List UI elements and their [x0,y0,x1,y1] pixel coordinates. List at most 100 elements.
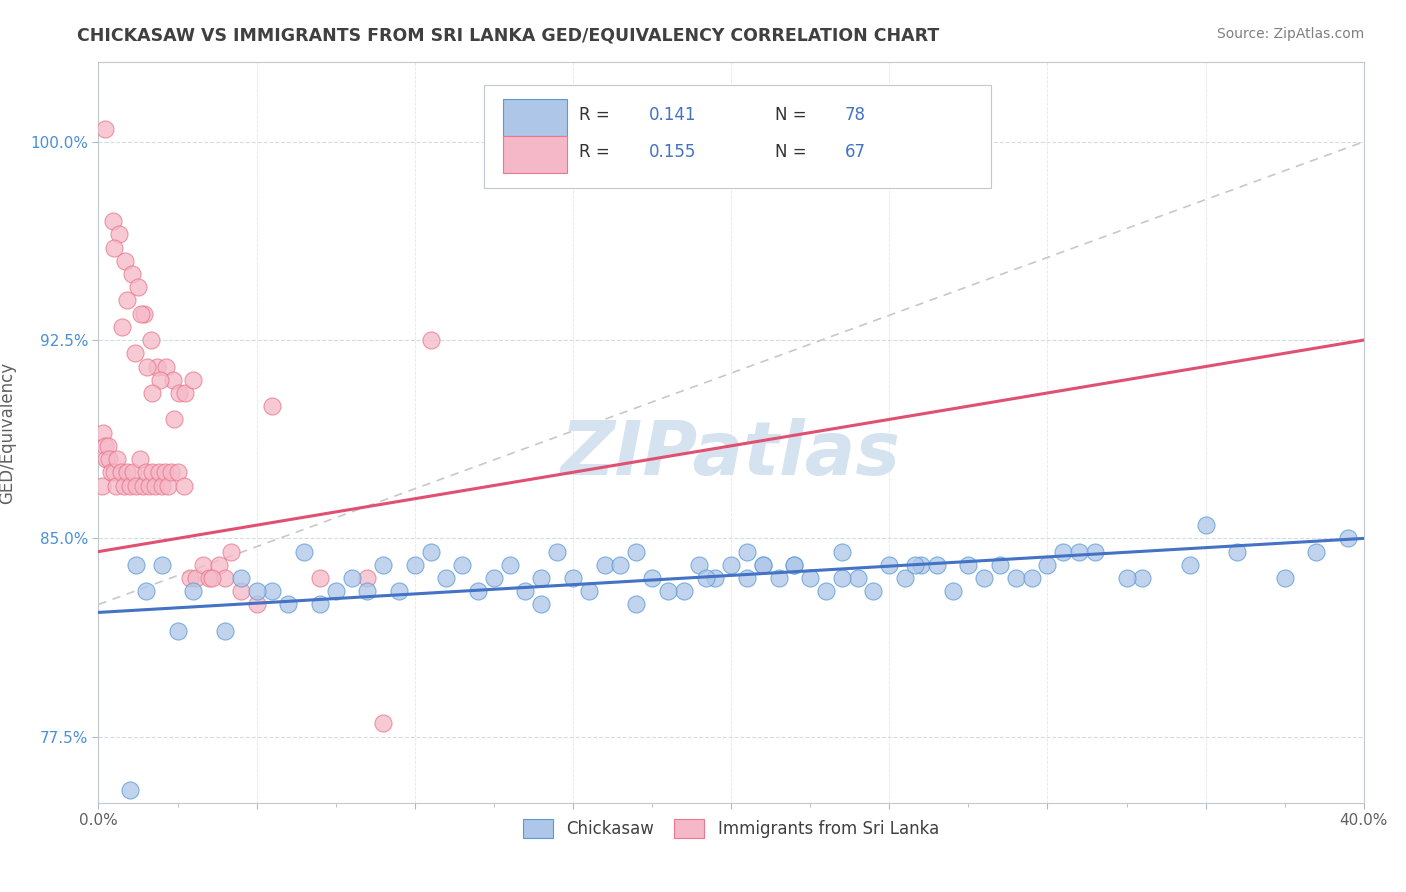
Point [704,571,727,585]
Text: Source: ZipAtlas.com: Source: ZipAtlas.com [1216,27,1364,41]
Text: CHICKASAW VS IMMIGRANTS FROM SRI LANKA GED/EQUIVALENCY CORRELATION CHART: CHICKASAW VS IMMIGRANTS FROM SRI LANKA G… [77,27,939,45]
Point [173,478,195,492]
Point [325,584,347,599]
Point [115,465,138,479]
Point [768,571,790,585]
Point [229,571,252,585]
Point [720,558,742,572]
Point [135,584,157,599]
Text: R =: R = [579,144,616,161]
Point [1130,571,1153,585]
Point [404,558,426,572]
Point [135,465,157,479]
Point [122,465,145,479]
Point [174,386,197,401]
Text: N =: N = [776,144,813,161]
Point [148,465,170,479]
Text: 78: 78 [845,106,866,124]
Point [1178,558,1201,572]
Point [546,544,568,558]
FancyBboxPatch shape [484,85,990,188]
Point [751,558,773,572]
Point [1305,544,1327,558]
Point [107,452,129,467]
Point [229,584,252,599]
Point [162,373,184,387]
Point [467,584,489,599]
Point [214,571,236,585]
Point [371,716,394,731]
Point [179,571,201,585]
Point [925,558,948,572]
Point [1021,571,1043,585]
Point [1337,532,1360,546]
Point [1274,571,1296,585]
Point [1195,518,1218,533]
Point [530,598,553,612]
Point [145,478,166,492]
Point [877,558,901,572]
Point [104,478,127,492]
Point [371,558,394,572]
Point [120,478,141,492]
Point [214,624,236,638]
Point [262,399,284,413]
Point [910,558,932,572]
Point [98,452,121,467]
Text: N =: N = [776,106,813,124]
Point [124,346,146,360]
Point [125,478,148,492]
Point [751,558,773,572]
Point [129,307,152,321]
Point [624,598,647,612]
Point [125,558,148,572]
Point [121,267,143,281]
Point [91,425,114,440]
Point [942,584,965,599]
Point [103,465,125,479]
Point [96,452,118,467]
Point [419,544,441,558]
Point [419,333,441,347]
Point [799,571,821,585]
Point [735,544,758,558]
Point [340,571,363,585]
Point [167,386,190,401]
Point [609,558,631,572]
Point [356,584,378,599]
Point [246,598,269,612]
Point [97,439,120,453]
Text: ZIPatlas: ZIPatlas [561,418,901,491]
Point [688,558,710,572]
Point [108,227,131,242]
Point [695,571,717,585]
Point [1036,558,1059,572]
Point [309,571,332,585]
Point [783,558,806,572]
FancyBboxPatch shape [503,99,567,136]
Point [672,584,695,599]
Text: R =: R = [579,106,616,124]
Point [111,319,134,334]
Point [814,584,837,599]
Legend: Chickasaw, Immigrants from Sri Lanka: Chickasaw, Immigrants from Sri Lanka [515,810,948,847]
Point [246,584,269,599]
Point [561,571,585,585]
Point [641,571,664,585]
Point [957,558,980,572]
Point [157,478,180,492]
Point [110,465,132,479]
Point [1052,544,1074,558]
Point [515,584,537,599]
Point [356,571,378,585]
Point [657,584,679,599]
Point [128,452,150,467]
Point [183,584,205,599]
Point [115,293,138,308]
Point [624,544,647,558]
Point [198,571,221,585]
Point [219,544,243,558]
Point [831,571,853,585]
Point [90,478,112,492]
Point [136,359,159,374]
